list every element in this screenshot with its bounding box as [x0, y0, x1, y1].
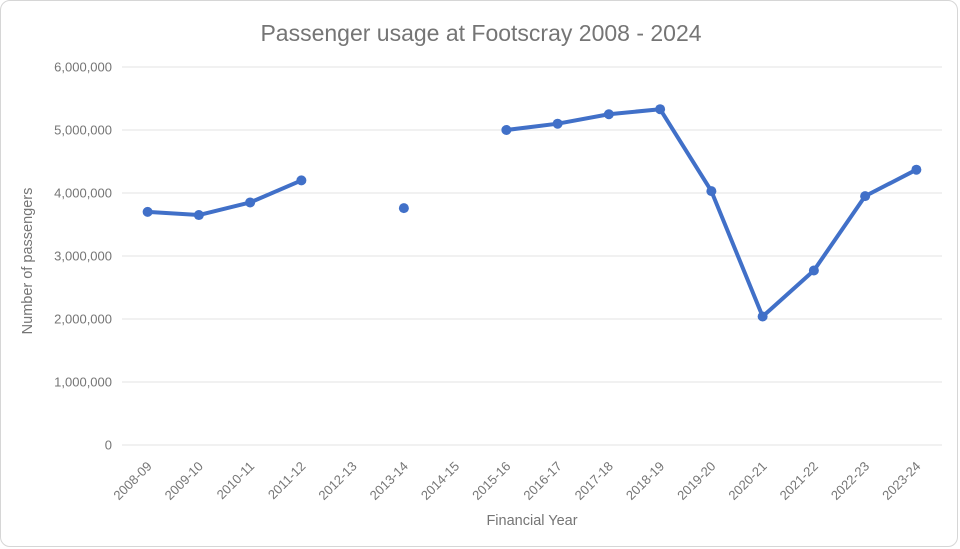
data-point-2023-24 [911, 164, 922, 175]
y-tick-label: 5,000,000 [54, 123, 112, 138]
x-tick-label: 2021-22 [777, 459, 821, 503]
data-series [142, 104, 922, 322]
y-tick-label: 1,000,000 [54, 375, 112, 390]
data-point-2008-09 [142, 206, 153, 217]
x-tick-label: 2016-17 [520, 459, 564, 503]
x-tick-label: 2010-11 [214, 459, 258, 503]
x-axis-title: Financial Year [486, 513, 577, 529]
series-line-segment [504, 107, 919, 319]
gridlines [122, 66, 942, 446]
x-tick-label: 2019-20 [674, 459, 718, 503]
y-tick-label: 4,000,000 [54, 186, 112, 201]
x-tick-label: 2022-23 [828, 459, 872, 503]
series-line-segment [145, 178, 304, 218]
y-axis-title: Number of passengers [20, 188, 36, 335]
y-axis-tick-labels: 0 1,000,000 2,000,000 3,000,000 4,000,000 5,0… [54, 60, 112, 453]
x-tick-label: 2008-09 [110, 459, 154, 503]
y-tick-label: 3,000,000 [54, 249, 112, 264]
data-point-2010-11 [245, 197, 256, 208]
data-point-2021-22 [808, 265, 819, 276]
x-tick-label: 2012-13 [315, 459, 359, 503]
data-point-2017-18 [603, 109, 614, 120]
x-axis-tick-labels: 2008-09 2009-10 2010-11 2011-12 2012-13 2013-… [110, 459, 923, 503]
data-point-2019-20 [706, 186, 717, 197]
chart-title: Passenger usage at Footscray 2008 - 2024 [260, 20, 701, 46]
y-tick-label: 6,000,000 [54, 60, 112, 75]
x-tick-label: 2011-12 [265, 459, 309, 503]
x-tick-label: 2023-24 [879, 459, 923, 503]
x-tick-label: 2017-18 [572, 459, 616, 503]
data-point-2011-12 [296, 175, 307, 186]
data-point-2013-14 [398, 203, 409, 214]
data-point-2015-16 [501, 125, 512, 135]
x-tick-label: 2013-14 [367, 459, 411, 503]
y-tick-label: 2,000,000 [54, 312, 112, 327]
y-tick-label: 0 [105, 438, 112, 453]
data-point-2016-17 [552, 118, 563, 129]
data-point-2009-10 [193, 210, 204, 221]
x-tick-label: 2014-15 [418, 459, 462, 503]
x-tick-label: 2018-19 [623, 459, 667, 503]
data-point-2020-21 [757, 311, 768, 322]
x-tick-label: 2009-10 [162, 459, 206, 503]
x-tick-label: 2020-21 [725, 459, 769, 503]
data-point-2022-23 [860, 191, 871, 202]
data-point-2018-19 [655, 104, 666, 115]
x-tick-label: 2015-16 [469, 459, 513, 503]
